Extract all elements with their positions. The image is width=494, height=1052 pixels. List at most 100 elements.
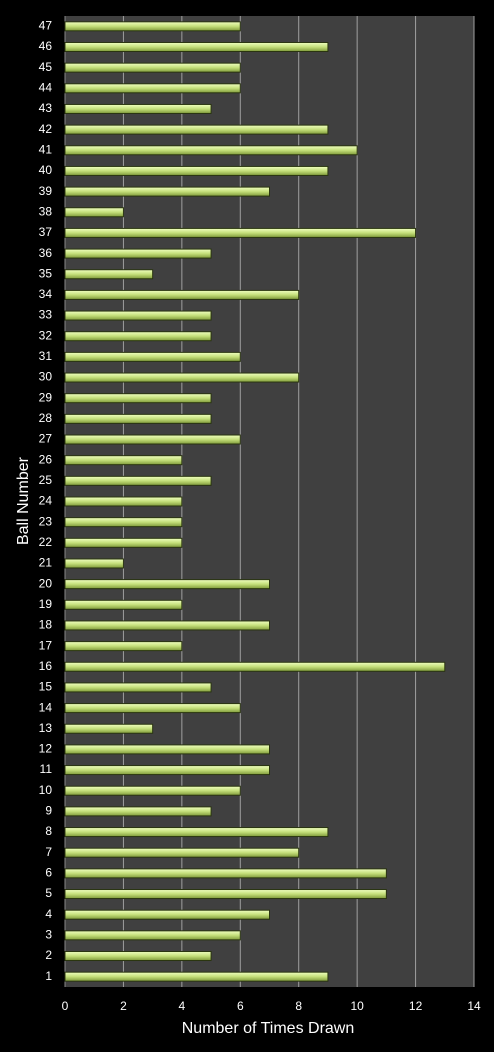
y-tick-label: 38: [39, 204, 53, 218]
y-tick-label: 11: [40, 762, 53, 776]
bar: [64, 641, 183, 652]
y-tick-label: 27: [39, 432, 53, 446]
x-axis-title: Number of Times Drawn: [182, 1020, 355, 1037]
y-tick-label: 13: [39, 721, 53, 735]
bar: [64, 558, 124, 569]
bar: [64, 248, 212, 259]
y-tick-label: 21: [39, 556, 53, 570]
y-tick-label: 43: [39, 101, 53, 115]
y-tick-label: 26: [39, 452, 53, 466]
bar: [64, 455, 183, 466]
x-tick-label: 12: [409, 999, 423, 1013]
y-tick-label: 31: [39, 349, 53, 363]
y-tick-label: 19: [39, 597, 53, 611]
bar: [64, 289, 300, 300]
bar: [64, 165, 329, 176]
bar: [64, 661, 446, 672]
y-tick-label: 12: [39, 742, 53, 756]
bar: [64, 207, 124, 218]
bar: [64, 806, 212, 817]
y-tick-label: 9: [45, 804, 52, 818]
bar: [64, 21, 241, 32]
bar: [64, 909, 270, 920]
y-tick-label: 46: [39, 39, 53, 53]
y-tick-label: 6: [45, 866, 52, 880]
y-tick-label: 18: [39, 618, 53, 632]
y-tick-label: 7: [45, 845, 52, 859]
y-tick-label: 3: [45, 928, 52, 942]
x-tick-label: 6: [237, 999, 244, 1013]
y-tick-label: 33: [39, 308, 53, 322]
y-tick-label: 40: [39, 163, 53, 177]
bar: [64, 269, 154, 280]
x-tick-label: 8: [295, 999, 302, 1013]
bar: [64, 971, 329, 982]
bar: [64, 83, 241, 94]
bar: [64, 951, 212, 962]
y-tick-label: 34: [39, 287, 53, 301]
bar: [64, 537, 183, 548]
y-tick-label: 23: [39, 514, 53, 528]
bar: [64, 785, 241, 796]
x-tick-label: 0: [62, 999, 69, 1013]
bar: [64, 868, 387, 879]
y-tick-label: 30: [39, 370, 53, 384]
y-tick-label: 1: [45, 969, 52, 983]
y-tick-label: 24: [39, 494, 53, 508]
y-tick-label: 32: [39, 328, 53, 342]
bar: [64, 765, 270, 776]
y-tick-label: 4: [45, 907, 52, 921]
y-tick-label: 17: [39, 638, 53, 652]
y-tick-label: 36: [39, 246, 53, 260]
bar: [64, 579, 270, 590]
y-tick-label: 45: [39, 60, 53, 74]
bar: [64, 393, 212, 404]
y-tick-label: 22: [39, 535, 53, 549]
bar: [64, 930, 241, 941]
bar: [64, 847, 300, 858]
y-tick-label: 25: [39, 473, 53, 487]
bar: [64, 372, 300, 383]
x-tick-label: 10: [350, 999, 364, 1013]
y-tick-label: 15: [39, 680, 53, 694]
bar: [64, 434, 241, 445]
y-tick-label: 20: [39, 576, 53, 590]
y-tick-label: 28: [39, 411, 53, 425]
bar: [64, 186, 270, 197]
bar: [64, 413, 212, 424]
y-tick-label: 39: [39, 184, 53, 198]
bar: [64, 496, 183, 507]
y-tick-label: 14: [39, 700, 53, 714]
x-tick-label: 14: [467, 999, 481, 1013]
bar: [64, 331, 212, 342]
bar: [64, 475, 212, 486]
bar: [64, 41, 329, 52]
bar: [64, 103, 212, 114]
bar: [64, 703, 241, 714]
y-tick-label: 44: [39, 80, 53, 94]
y-tick-label: 42: [39, 122, 53, 136]
x-tick-label: 4: [179, 999, 186, 1013]
bar: [64, 62, 241, 73]
bar: [64, 145, 358, 156]
y-tick-label: 41: [39, 142, 53, 156]
y-tick-label: 5: [45, 886, 52, 900]
bar: [64, 827, 329, 838]
x-tick-label: 2: [120, 999, 127, 1013]
bar: [64, 889, 387, 900]
bar: [64, 744, 270, 755]
y-tick-label: 29: [39, 390, 53, 404]
bar: [64, 682, 212, 693]
y-tick-label: 8: [45, 824, 52, 838]
y-tick-label: 35: [39, 266, 53, 280]
y-axis-title: Ball Number: [15, 456, 32, 545]
bar: [64, 517, 183, 528]
y-tick-label: 10: [39, 783, 53, 797]
bar: [64, 310, 212, 321]
y-tick-label: 2: [45, 948, 52, 962]
bar: [64, 599, 183, 610]
y-tick-label: 47: [39, 19, 53, 33]
y-tick-label: 37: [39, 225, 53, 239]
